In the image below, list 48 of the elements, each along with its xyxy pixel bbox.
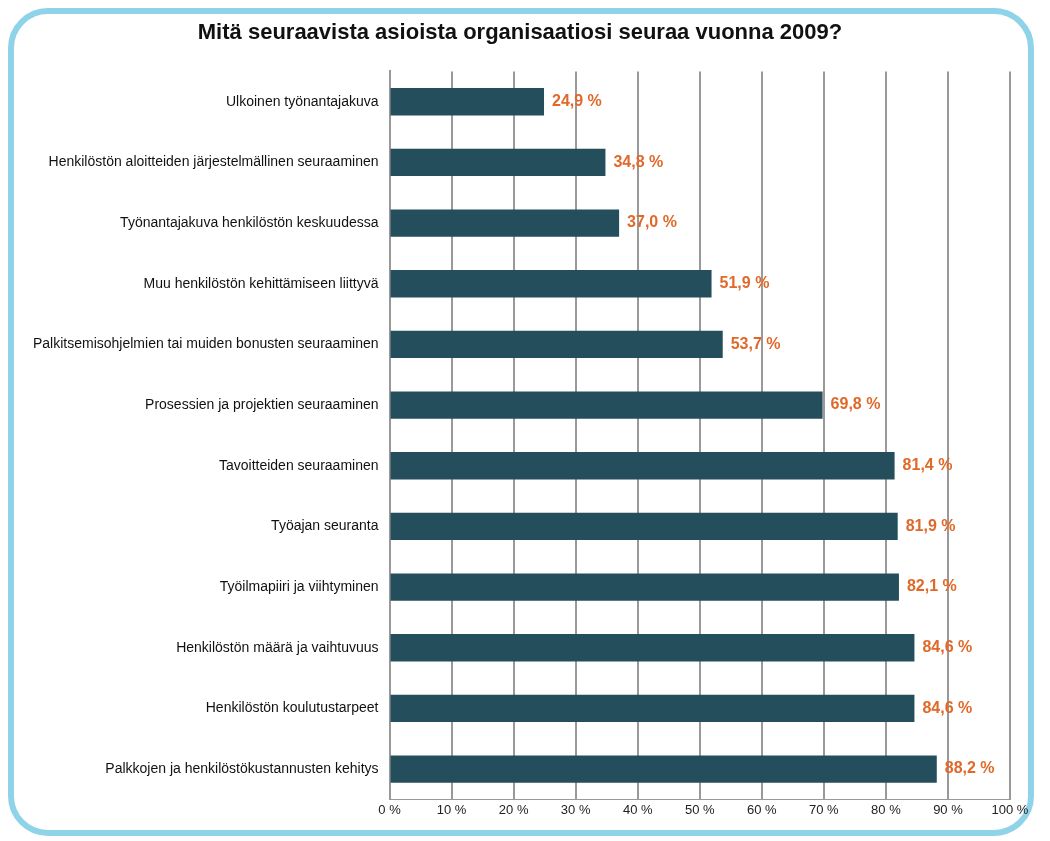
y-tick-label: Työnantajakuva henkilöstön keskuudessa (120, 213, 379, 230)
x-tick-label: 60 % (746, 801, 778, 817)
x-tick-label: 50 % (684, 801, 716, 817)
bar (390, 452, 895, 480)
data-label: 81,9 % (905, 516, 956, 534)
y-tick-label: Ulkoinen työnantajakuva (225, 92, 379, 109)
data-label: 53,7 % (730, 334, 781, 352)
x-tick-label: 30 % (560, 801, 591, 817)
x-tick-label: 20 % (498, 801, 529, 817)
chart-title: Mitä seuraavista asioista organisaatiosi seuraa vuonna 2009? (197, 19, 843, 45)
bar (390, 270, 712, 298)
data-label: 82,1 % (906, 577, 957, 595)
x-tick-label: 40 % (622, 801, 653, 817)
data-label: 37,0 % (627, 213, 677, 231)
x-tick-label: 10 % (436, 801, 467, 817)
data-label: 34,8 % (613, 152, 664, 170)
y-tick-label: Henkilöstön määrä ja vaihtuvuus (176, 638, 379, 655)
data-label: 24,9 % (552, 92, 602, 110)
y-tick-label: Muu henkilöstön kehittämiseen liittyvä (143, 274, 379, 291)
bar (390, 634, 915, 662)
data-label: 81,4 % (902, 456, 953, 474)
y-tick-label: Prosessien ja projektien seuraaminen (145, 395, 379, 412)
bar (390, 391, 823, 419)
x-tick-label: 90 % (933, 801, 964, 817)
data-label: 84,6 % (922, 698, 973, 716)
x-tick-label: 80 % (871, 801, 902, 817)
y-tick-label: Palkitsemisohjelmien tai muiden bonusten seuraaminen (32, 335, 379, 352)
data-label: 88,2 % (944, 759, 995, 777)
bar (390, 148, 606, 177)
bar (390, 755, 937, 783)
data-label: 51,9 % (719, 274, 770, 292)
data-label: 69,8 % (830, 395, 881, 413)
y-tick-label: Henkilöstön aloitteiden järjestelmällinen seuraaminen (48, 153, 379, 170)
y-tick-label: Työilmapiiri ja viihtyminen (219, 577, 379, 594)
x-tick-label: 0 % (378, 801, 402, 817)
y-tick-label: Tavoitteiden seuraaminen (218, 456, 379, 473)
y-tick-label: Työajan seuranta (271, 517, 379, 534)
bar (390, 330, 723, 359)
bar (390, 209, 620, 237)
bar (390, 694, 915, 723)
x-tick-label: 70 % (809, 801, 840, 817)
y-tick-label: Henkilöstön koulutustarpeet (205, 699, 379, 716)
y-tick-label: Palkkojen ja henkilöstökustannusten kehitys (105, 759, 379, 776)
bar (390, 573, 899, 601)
bar (390, 88, 545, 116)
bar (390, 512, 898, 541)
data-label: 84,6 % (922, 638, 973, 656)
x-tick-label: 100 % (991, 801, 1029, 817)
